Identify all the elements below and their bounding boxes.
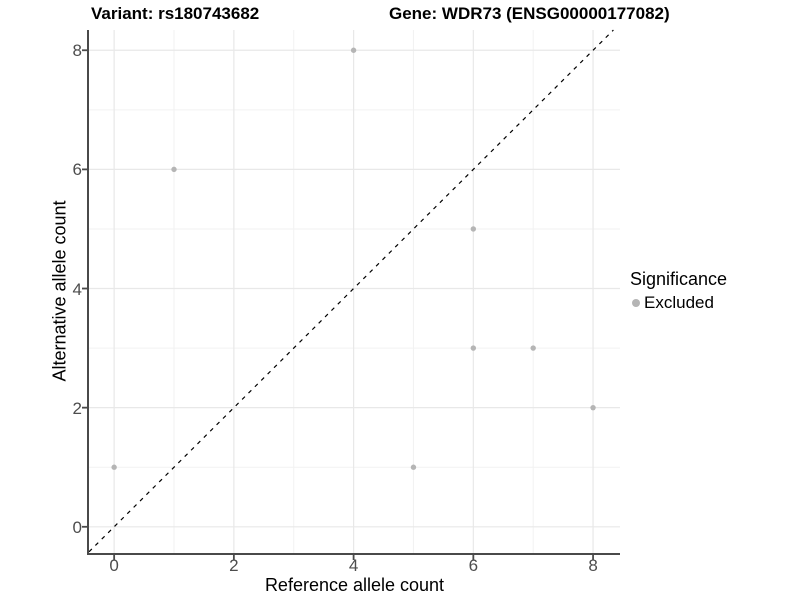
- data-point: [470, 226, 477, 232]
- x-tick-label: 8: [588, 556, 598, 575]
- x-tick-label: 2: [229, 556, 239, 575]
- plot-title-gene: Gene: WDR73 (ENSG00000177082): [389, 4, 670, 23]
- x-axis-title: Reference allele count: [264, 575, 445, 595]
- data-point: [171, 166, 177, 173]
- legend-item-label: Excluded: [644, 293, 714, 312]
- y-tick-label: 2: [72, 398, 82, 418]
- x-tick-label: 4: [348, 556, 359, 575]
- data-point: [410, 464, 417, 470]
- legend-title: Significance: [630, 269, 728, 289]
- data-point: [111, 464, 117, 470]
- data-point: [530, 345, 536, 351]
- x-tick-label: 0: [109, 556, 119, 575]
- y-tick-label: 4: [72, 279, 82, 299]
- legend-item-excluded: Excluded: [632, 293, 795, 313]
- y-tick-label: 0: [72, 517, 82, 537]
- data-point: [470, 345, 477, 351]
- data-point: [590, 404, 596, 411]
- legend-point-icon: [632, 299, 640, 307]
- y-tick-label: 6: [72, 160, 82, 180]
- plot-title-variant: Variant: rs180743682: [91, 4, 260, 23]
- data-point: [350, 47, 357, 53]
- legend: Significance Excluded: [630, 269, 795, 313]
- x-tick-label: 6: [468, 556, 479, 575]
- y-tick-label: 8: [72, 41, 82, 61]
- identity-line: [88, 29, 614, 553]
